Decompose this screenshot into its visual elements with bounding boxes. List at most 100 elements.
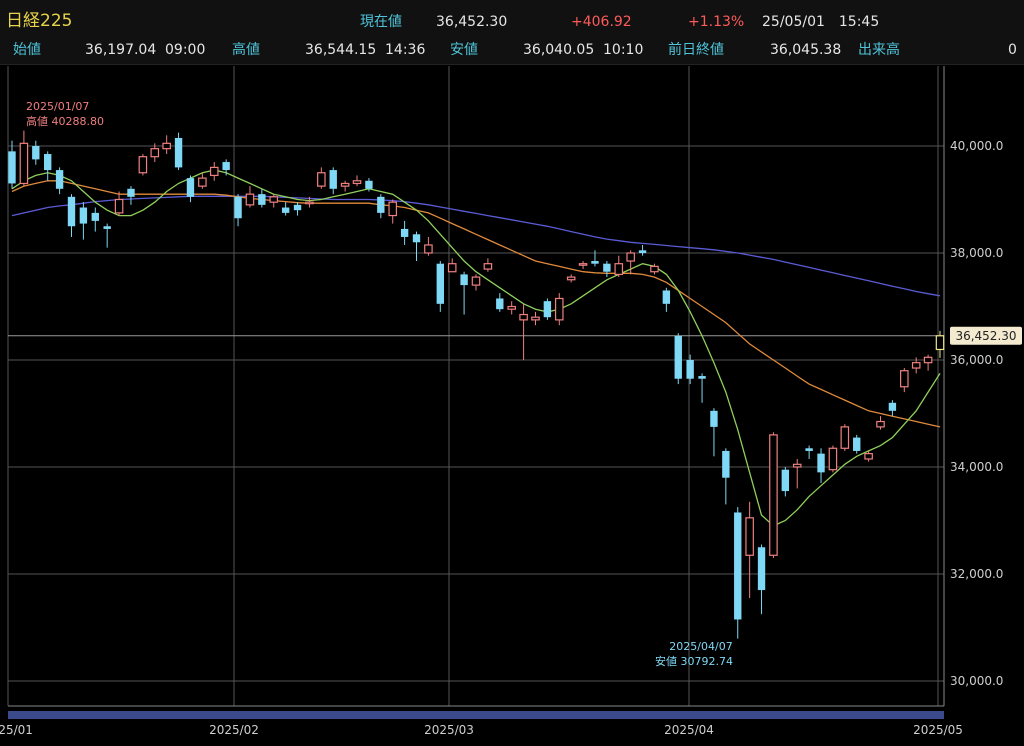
- x-tick-label: 2025/02: [209, 723, 259, 737]
- candle-body: [817, 453, 825, 473]
- candle-body: [507, 305, 516, 310]
- moving-average-short: [11, 169, 941, 527]
- candle-body: [103, 226, 111, 229]
- quote-datetime: 25/05/01 15:45: [762, 14, 880, 30]
- low-annotation-date: 2025/04/07: [669, 640, 732, 653]
- candle-body: [258, 194, 266, 205]
- y-tick-label: 30,000.0: [950, 674, 1003, 688]
- quote-header: 日経225 現在値 36,452.30 +406.92 +1.13% 25/05…: [0, 0, 1024, 65]
- candle-body: [900, 370, 909, 388]
- low-annotation-label: 安値 30792.74: [655, 654, 733, 668]
- candle-body: [424, 244, 433, 254]
- high-value: 36,544.15: [305, 42, 377, 58]
- low-value: 36,040.05: [523, 42, 595, 58]
- candle-body: [496, 298, 504, 310]
- candle-body: [923, 356, 933, 364]
- candle-body: [662, 290, 671, 304]
- candle-body: [114, 198, 124, 214]
- candle-body: [614, 263, 624, 276]
- candle-body: [710, 410, 718, 427]
- volume-value: 0: [1008, 42, 1017, 58]
- high-annotation-date: 2025/01/07: [26, 100, 89, 113]
- candle-body: [840, 426, 850, 449]
- candle-body: [543, 301, 552, 318]
- y-tick-label: 36,000.0: [950, 353, 1003, 367]
- open-time: 09:00: [165, 42, 206, 58]
- current-price-tag: [950, 326, 1022, 345]
- prev-close-label: 前日終値: [668, 42, 724, 58]
- candle-body: [8, 151, 16, 184]
- candle-body: [603, 263, 611, 272]
- candle-body: [578, 263, 588, 266]
- y-tick-label: 32,000.0: [950, 567, 1003, 581]
- candle-body: [686, 360, 694, 379]
- candle-body: [792, 463, 802, 468]
- candle-body: [745, 517, 754, 556]
- candle-body: [888, 402, 897, 411]
- candle-body: [412, 234, 421, 243]
- candle-body: [828, 447, 838, 471]
- low-time: 10:10: [603, 42, 644, 58]
- candle-body: [245, 193, 255, 206]
- moving-average-mid: [11, 180, 941, 428]
- index-title: 日経225: [6, 11, 73, 31]
- candle-body: [91, 212, 99, 221]
- y-tick-label: 34,000.0: [950, 460, 1003, 474]
- candle-body: [281, 207, 290, 213]
- candle-body: [32, 146, 40, 160]
- x-tick-label: 2025/04: [664, 723, 714, 737]
- candle-body: [757, 547, 766, 591]
- current-price-value: 36,452.30: [436, 14, 508, 30]
- candle-body: [352, 180, 362, 185]
- candle-body: [317, 172, 326, 187]
- candle-body: [162, 142, 171, 150]
- candle-body: [591, 261, 599, 264]
- candle-body: [234, 196, 242, 219]
- candle-body: [519, 313, 528, 321]
- y-tick-label: 40,000.0: [950, 139, 1003, 153]
- candle-body: [209, 166, 219, 177]
- x-tick-label: 2025/05: [913, 723, 963, 737]
- candle-body: [222, 162, 230, 171]
- candle-body: [734, 512, 742, 620]
- x-tick-label: 2025/03: [424, 723, 474, 737]
- current-price-tag-label: 36,452.30: [955, 329, 1016, 343]
- x-tick-label: 2025/01: [0, 723, 33, 737]
- candle-body: [626, 252, 635, 262]
- candle-body: [769, 434, 778, 556]
- high-label: 高値: [232, 42, 260, 58]
- candle-body: [329, 170, 337, 189]
- candle-body: [566, 276, 576, 281]
- candle-body: [805, 448, 813, 451]
- candle-body: [127, 188, 135, 197]
- candle-body: [471, 276, 481, 286]
- candle-body: [638, 250, 647, 253]
- candle-body: [531, 316, 540, 321]
- current-price-label: 現在値: [360, 14, 402, 30]
- price-change-percent: +1.13%: [688, 14, 745, 30]
- candle-body: [650, 265, 659, 273]
- high-time: 14:36: [385, 42, 426, 58]
- candle-body: [460, 274, 468, 286]
- low-label: 安値: [450, 42, 478, 58]
- candle-body: [436, 263, 444, 304]
- candle-body: [935, 335, 945, 351]
- candle-body: [781, 469, 790, 492]
- candle-body: [698, 376, 706, 379]
- candle-body: [911, 362, 921, 369]
- candle-body: [138, 156, 148, 174]
- candle-body: [67, 196, 76, 227]
- price-change: +406.92: [571, 14, 632, 30]
- candle-body: [674, 335, 682, 379]
- candle-body: [722, 450, 730, 478]
- open-label: 始値: [13, 42, 41, 58]
- candle-body: [269, 196, 279, 203]
- candle-body: [55, 170, 64, 189]
- candle-body: [554, 297, 564, 321]
- volume-label: 出来高: [858, 42, 900, 58]
- candle-body: [186, 178, 195, 197]
- candle-body: [400, 228, 409, 237]
- moving-average-long: [11, 195, 941, 297]
- y-tick-label: 38,000.0: [950, 246, 1003, 260]
